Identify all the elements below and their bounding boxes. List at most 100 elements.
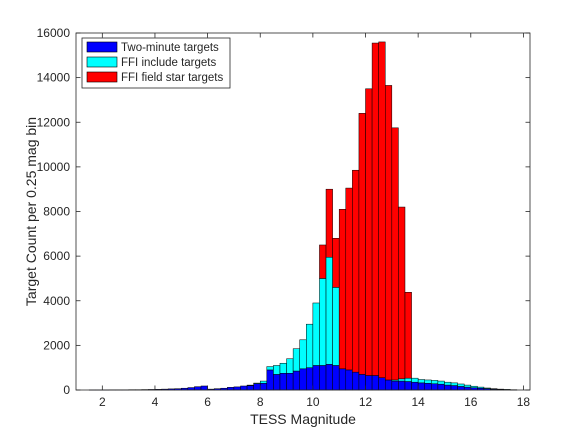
legend-label-two-minute: Two-minute targets <box>121 42 219 54</box>
bar-two-minute-targets-55 <box>450 385 458 391</box>
bar-two-minute-targets-31 <box>292 370 300 391</box>
bar-two-minute-targets-43 <box>371 375 379 391</box>
x-tick-label: 12 <box>359 395 373 409</box>
bar-ffi-field-star-targets-47 <box>398 206 406 380</box>
bar-two-minute-targets-37 <box>332 365 340 391</box>
bar-two-minute-targets-16 <box>194 386 202 391</box>
bar-ffi-field-star-targets-37 <box>332 238 340 288</box>
bar-two-minute-targets-30 <box>286 373 294 391</box>
bar-two-minute-targets-47 <box>398 380 406 391</box>
bar-ffi-include-targets-26 <box>259 380 268 384</box>
y-tick-label: 8000 <box>43 205 70 219</box>
bars-layer <box>88 41 518 391</box>
bar-two-minute-targets-41 <box>358 374 366 391</box>
bar-two-minute-targets-29 <box>279 373 287 391</box>
bar-two-minute-targets-51 <box>424 383 432 391</box>
bar-ffi-include-targets-36 <box>325 256 333 365</box>
bar-ffi-include-targets-32 <box>299 339 307 370</box>
x-tick-label: 14 <box>411 395 425 409</box>
bar-ffi-field-star-targets-44 <box>378 41 386 378</box>
bar-ffi-include-targets-53 <box>437 380 445 385</box>
y-tick-label: 10000 <box>37 160 71 174</box>
x-tick-label: 16 <box>464 395 478 409</box>
bar-two-minute-targets-24 <box>246 385 254 391</box>
bar-two-minute-targets-46 <box>391 380 399 391</box>
bar-two-minute-targets-35 <box>319 365 327 391</box>
bar-two-minute-targets-52 <box>431 383 439 391</box>
bar-ffi-field-star-targets-35 <box>319 244 327 279</box>
x-tick-label: 6 <box>204 395 211 409</box>
y-tick-label: 4000 <box>43 294 70 308</box>
bar-two-minute-targets-40 <box>352 371 360 391</box>
bar-ffi-field-star-targets-39 <box>345 187 353 371</box>
bar-two-minute-targets-28 <box>273 374 281 391</box>
legend-swatch-ffi-field-star <box>86 71 118 83</box>
legend: Two-minute targets FFI include targets F… <box>81 37 231 89</box>
bar-ffi-include-targets-55 <box>450 382 458 386</box>
x-tick-label: 10 <box>306 395 320 409</box>
bar-ffi-include-targets-29 <box>279 362 287 374</box>
bar-two-minute-targets-50 <box>417 382 425 391</box>
bar-ffi-field-star-targets-48 <box>404 292 412 379</box>
bar-two-minute-targets-33 <box>306 367 314 391</box>
axis-ticks: 2 4 6 8 10 12 14 16 18 0 2000 4000 6000 8000 10000 1200… <box>37 26 531 409</box>
bar-ffi-include-targets-31 <box>292 348 300 372</box>
bar-two-minute-targets-34 <box>312 365 320 391</box>
x-tick-label: 4 <box>152 395 159 409</box>
bar-two-minute-targets-36 <box>325 364 333 391</box>
bar-two-minute-targets-48 <box>404 381 412 391</box>
x-tick-label: 8 <box>257 395 264 409</box>
bar-two-minute-targets-44 <box>378 377 386 391</box>
bar-two-minute-targets-32 <box>299 368 307 391</box>
bar-ffi-field-star-targets-41 <box>358 113 366 375</box>
bar-two-minute-targets-23 <box>240 385 248 391</box>
bar-two-minute-targets-49 <box>411 381 419 391</box>
bar-two-minute-targets-53 <box>437 383 445 391</box>
bar-ffi-include-targets-28 <box>273 365 281 375</box>
bar-ffi-include-targets-57 <box>463 384 472 388</box>
y-tick-label: 14000 <box>37 71 71 85</box>
bar-ffi-field-star-targets-42 <box>365 88 373 376</box>
y-tick-label: 6000 <box>43 249 70 263</box>
bar-ffi-include-targets-56 <box>457 383 465 387</box>
bar-two-minute-targets-21 <box>227 387 235 391</box>
bar-ffi-include-targets-30 <box>286 358 294 374</box>
y-axis-label: Target Count per 0.25 mag bin <box>23 117 39 306</box>
x-tick-label: 2 <box>99 395 106 409</box>
legend-swatch-two-minute <box>86 41 118 53</box>
bar-ffi-include-targets-52 <box>431 380 439 385</box>
bar-two-minute-targets-27 <box>266 369 274 391</box>
bar-ffi-include-targets-37 <box>332 287 340 366</box>
bar-ffi-field-star-targets-38 <box>338 209 347 370</box>
bar-two-minute-targets-54 <box>444 384 452 391</box>
bar-two-minute-targets-39 <box>345 369 353 391</box>
bar-two-minute-targets-45 <box>385 379 393 391</box>
y-tick-label: 12000 <box>37 115 71 129</box>
legend-swatch-ffi-include <box>86 56 118 68</box>
bar-two-minute-targets-26 <box>259 383 268 391</box>
y-tick-label: 16000 <box>37 26 71 40</box>
bar-ffi-field-star-targets-45 <box>385 85 393 381</box>
bar-two-minute-targets-38 <box>338 368 347 391</box>
bar-ffi-include-targets-58 <box>470 385 478 389</box>
bar-ffi-include-targets-25 <box>253 382 261 384</box>
bar-ffi-include-targets-51 <box>424 379 432 384</box>
x-tick-label: 18 <box>517 395 531 409</box>
bar-ffi-include-targets-60 <box>483 387 491 389</box>
bar-ffi-field-star-targets-46 <box>391 127 399 381</box>
bar-ffi-include-targets-48 <box>404 377 412 382</box>
bar-ffi-field-star-targets-43 <box>371 42 379 376</box>
bar-two-minute-targets-42 <box>365 375 373 391</box>
bar-two-minute-targets-22 <box>233 386 241 391</box>
bar-two-minute-targets-57 <box>463 386 472 391</box>
bar-two-minute-targets-17 <box>200 385 208 391</box>
bar-ffi-include-targets-54 <box>444 381 452 386</box>
bar-two-minute-targets-25 <box>253 383 261 391</box>
bar-ffi-include-targets-34 <box>312 302 320 366</box>
bar-ffi-include-targets-50 <box>417 379 425 384</box>
bar-ffi-include-targets-35 <box>319 278 327 366</box>
legend-label-ffi-include: FFI include targets <box>121 57 216 69</box>
bar-two-minute-targets-56 <box>457 386 465 391</box>
bar-ffi-field-star-targets-36 <box>325 188 333 258</box>
bar-ffi-field-star-targets-40 <box>352 169 360 373</box>
